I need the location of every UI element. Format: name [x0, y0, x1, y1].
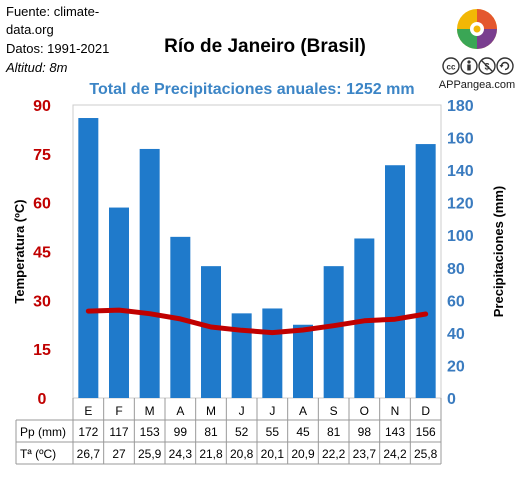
month-label: N [391, 404, 400, 418]
table-cell: 156 [416, 425, 436, 439]
month-label: F [115, 404, 122, 418]
table-cell: 45 [296, 425, 310, 439]
table-cell: 153 [140, 425, 160, 439]
source-line-1: Fuente: climate- [6, 4, 100, 19]
right-tick-label: 20 [447, 358, 465, 375]
table-cell: 20,1 [261, 447, 285, 461]
table-cell: 55 [266, 425, 280, 439]
table-cell: 172 [78, 425, 98, 439]
precipitation-bar [415, 144, 436, 398]
cc-icon: cc [442, 57, 460, 75]
right-tick-label: 160 [447, 131, 474, 148]
precipitation-bar [323, 266, 344, 398]
table-cell: 99 [174, 425, 188, 439]
right-tick-label: 80 [447, 261, 465, 278]
left-tick-label: 60 [33, 196, 51, 213]
by-icon [460, 57, 478, 75]
temperature-line [85, 307, 429, 336]
table-cell: 98 [358, 425, 372, 439]
right-tick-label: 140 [447, 163, 474, 180]
svg-text:cc: cc [447, 63, 456, 72]
left-tick-label: 45 [33, 245, 51, 262]
brand-name: APPangea.com [438, 79, 516, 91]
table-cell: 81 [327, 425, 341, 439]
table-cell: 20,9 [291, 447, 315, 461]
chart-subtitle: Total de Precipitaciones anuales: 1252 m… [89, 81, 415, 98]
table-cell: 25,9 [138, 447, 162, 461]
table-cell: 25,8 [414, 447, 438, 461]
right-tick-label: 60 [447, 293, 465, 310]
table-cell: 26,7 [77, 447, 101, 461]
table-cell: 24,2 [383, 447, 407, 461]
precipitation-bar [385, 165, 405, 398]
source-line-2: data.org [6, 22, 54, 37]
month-label: J [269, 404, 275, 418]
precipitation-bar [293, 324, 313, 398]
table-cell: 22,2 [322, 447, 346, 461]
table-cell: 143 [385, 425, 405, 439]
table-cell: 117 [109, 425, 128, 439]
month-label: J [239, 404, 245, 418]
month-label: E [84, 404, 92, 418]
month-label: A [299, 404, 307, 418]
source-period: Datos: 1991-2021 [6, 41, 110, 56]
table-cell: 27 [112, 447, 126, 461]
month-label: M [145, 404, 155, 418]
right-axis-label: Precipitaciones (mm) [491, 186, 506, 318]
table-cell: 20,8 [230, 447, 254, 461]
precipitation-bar [139, 148, 160, 398]
table-row-label: Tª (ºC) [20, 447, 56, 461]
right-tick-label: 40 [447, 326, 465, 343]
table-cell: 21,8 [199, 447, 223, 461]
month-label: D [421, 404, 430, 418]
precipitation-bar [231, 313, 252, 398]
license-icons: cc $ [442, 57, 514, 75]
nc-icon: $ [478, 57, 496, 75]
month-label: A [176, 404, 184, 418]
table-cell: 81 [204, 425, 218, 439]
right-tick-label: 180 [447, 98, 474, 115]
left-tick-label: 0 [38, 391, 47, 408]
left-tick-label: 90 [33, 98, 51, 115]
table-cell: 52 [235, 425, 249, 439]
table-cell: 23,7 [353, 447, 377, 461]
precipitation-bar [78, 118, 99, 399]
month-label: O [360, 404, 369, 418]
sa-icon [496, 57, 514, 75]
left-tick-label: 75 [33, 147, 51, 164]
right-tick-label: 100 [447, 228, 474, 245]
right-tick-label: 0 [447, 391, 456, 408]
left-axis-label: Temperatura (ºC) [12, 199, 27, 303]
right-tick-label: 120 [447, 196, 474, 213]
left-tick-label: 15 [33, 342, 51, 359]
precipitation-bar [109, 207, 129, 398]
table-cell: 24,3 [169, 447, 193, 461]
precipitation-bar [354, 238, 375, 398]
table-row-label: Pp (mm) [20, 425, 66, 439]
puzzle-logo-icon [457, 9, 497, 49]
precipitation-bar [262, 308, 283, 398]
month-label: S [330, 404, 338, 418]
month-label: M [206, 404, 216, 418]
precipitation-bar [201, 266, 221, 398]
chart-title: Río de Janeiro (Brasil) [164, 36, 366, 57]
source-altitude: Altitud: 8m [6, 60, 68, 75]
left-tick-label: 30 [33, 293, 51, 310]
